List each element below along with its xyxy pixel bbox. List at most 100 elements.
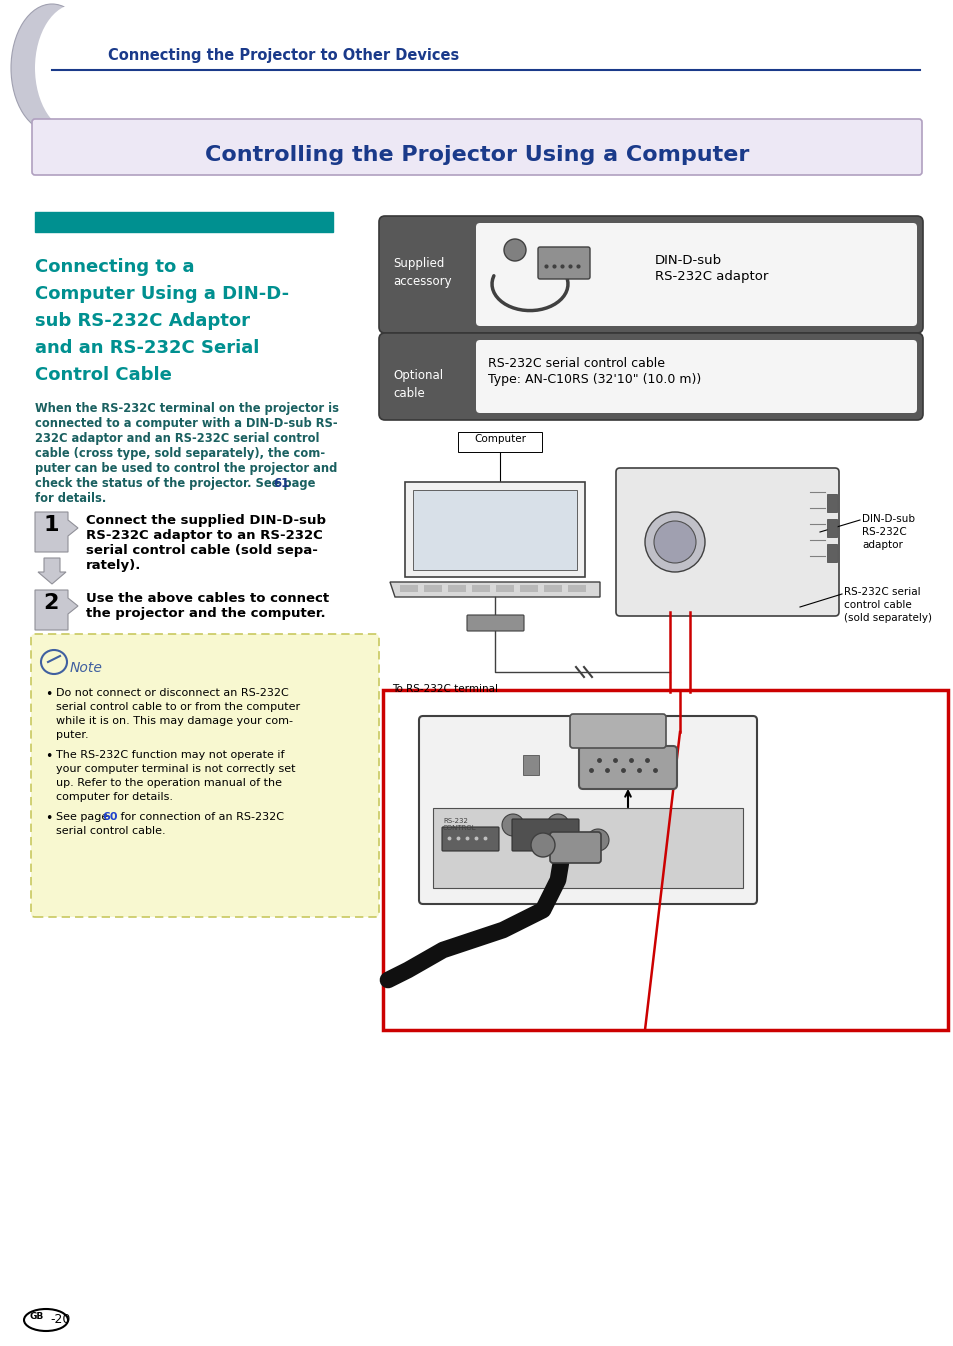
- FancyBboxPatch shape: [476, 223, 916, 326]
- Text: RS-232
CONTROL: RS-232 CONTROL: [442, 818, 476, 830]
- Text: serial control cable to or from the computer: serial control cable to or from the comp…: [56, 703, 300, 712]
- FancyBboxPatch shape: [616, 468, 838, 616]
- Text: GB: GB: [30, 1312, 44, 1320]
- Text: Connecting to a: Connecting to a: [35, 258, 194, 276]
- Bar: [448, 586, 465, 592]
- Bar: [472, 586, 490, 592]
- Ellipse shape: [11, 4, 92, 132]
- FancyBboxPatch shape: [569, 713, 665, 748]
- Bar: [543, 586, 561, 592]
- Bar: [567, 586, 585, 592]
- Text: Computer: Computer: [474, 433, 525, 444]
- Bar: [826, 544, 836, 563]
- Bar: [496, 586, 514, 592]
- Text: Optional
cable: Optional cable: [393, 369, 442, 400]
- Text: RS-232C serial control cable: RS-232C serial control cable: [488, 357, 664, 370]
- FancyBboxPatch shape: [378, 332, 923, 420]
- Ellipse shape: [586, 829, 608, 851]
- FancyBboxPatch shape: [457, 432, 541, 452]
- Ellipse shape: [644, 511, 704, 572]
- Text: 1: 1: [43, 516, 59, 534]
- Ellipse shape: [531, 833, 555, 857]
- Polygon shape: [35, 590, 78, 630]
- Bar: [433, 808, 742, 888]
- Text: 60: 60: [102, 812, 117, 822]
- Bar: [543, 586, 561, 592]
- Text: Do not connect or disconnect an RS-232C: Do not connect or disconnect an RS-232C: [56, 688, 289, 699]
- Text: while it is on. This may damage your com-: while it is on. This may damage your com…: [56, 716, 293, 725]
- FancyBboxPatch shape: [32, 118, 921, 175]
- Text: •: •: [45, 750, 52, 763]
- Text: 2: 2: [43, 594, 59, 612]
- Ellipse shape: [546, 814, 568, 836]
- Text: Control Cable: Control Cable: [35, 366, 172, 384]
- FancyBboxPatch shape: [30, 634, 378, 917]
- Text: serial control cable (sold sepa-: serial control cable (sold sepa-: [86, 544, 317, 557]
- Bar: [826, 520, 836, 537]
- FancyBboxPatch shape: [578, 746, 677, 789]
- Bar: [826, 494, 836, 511]
- Text: serial control cable.: serial control cable.: [56, 826, 166, 836]
- Text: Connect the supplied DIN-D-sub: Connect the supplied DIN-D-sub: [86, 514, 326, 528]
- FancyBboxPatch shape: [467, 615, 523, 631]
- Text: check the status of the projector. See page: check the status of the projector. See p…: [35, 476, 319, 490]
- Bar: [567, 586, 585, 592]
- FancyBboxPatch shape: [537, 248, 589, 279]
- Text: •: •: [45, 812, 52, 825]
- Ellipse shape: [501, 814, 523, 836]
- Text: the projector and the computer.: the projector and the computer.: [86, 607, 325, 621]
- Text: RS-232C serial
control cable
(sold separately): RS-232C serial control cable (sold separ…: [843, 587, 931, 623]
- Text: 232C adaptor and an RS-232C serial control: 232C adaptor and an RS-232C serial contr…: [35, 432, 319, 446]
- Text: See page: See page: [56, 812, 112, 822]
- Text: 61: 61: [273, 476, 289, 490]
- FancyBboxPatch shape: [418, 716, 757, 905]
- Bar: [519, 586, 537, 592]
- Bar: [423, 586, 441, 592]
- Bar: [423, 586, 441, 592]
- Text: To RS-232C terminal: To RS-232C terminal: [392, 684, 497, 695]
- Bar: [399, 586, 417, 592]
- Text: RS-232C adaptor to an RS-232C: RS-232C adaptor to an RS-232C: [86, 529, 322, 542]
- Text: •: •: [45, 688, 52, 701]
- Text: DIN-D-sub
RS-232C
adaptor: DIN-D-sub RS-232C adaptor: [862, 514, 914, 551]
- Polygon shape: [405, 482, 584, 577]
- Polygon shape: [413, 490, 577, 569]
- Text: sub RS-232C Adaptor: sub RS-232C Adaptor: [35, 312, 250, 330]
- Bar: [35, 213, 333, 232]
- Text: The RS-232C function may not operate if: The RS-232C function may not operate if: [56, 750, 284, 760]
- Ellipse shape: [35, 4, 117, 132]
- FancyBboxPatch shape: [441, 826, 498, 851]
- Text: puter.: puter.: [56, 730, 89, 740]
- Text: Note: Note: [70, 661, 103, 674]
- Bar: [519, 586, 537, 592]
- Ellipse shape: [503, 240, 525, 261]
- Text: your computer terminal is not correctly set: your computer terminal is not correctly …: [56, 765, 295, 774]
- Text: for connection of an RS-232C: for connection of an RS-232C: [117, 812, 284, 822]
- Text: for details.: for details.: [35, 493, 106, 505]
- Bar: [496, 586, 514, 592]
- Text: Supplied
accessory: Supplied accessory: [393, 257, 451, 288]
- Bar: [448, 586, 465, 592]
- Ellipse shape: [24, 1310, 68, 1331]
- Polygon shape: [390, 581, 599, 598]
- Text: Use the above cables to connect: Use the above cables to connect: [86, 592, 329, 604]
- Text: -20: -20: [50, 1312, 71, 1326]
- Polygon shape: [35, 511, 78, 552]
- Text: DIN-D-sub: DIN-D-sub: [655, 254, 721, 267]
- Bar: [472, 586, 490, 592]
- Text: rately).: rately).: [86, 559, 141, 572]
- Bar: [399, 586, 417, 592]
- Bar: [399, 586, 417, 592]
- Text: RS-232C adaptor: RS-232C adaptor: [655, 271, 767, 283]
- Text: cable (cross type, sold separately), the com-: cable (cross type, sold separately), the…: [35, 447, 325, 460]
- Text: Controlling the Projector Using a Computer: Controlling the Projector Using a Comput…: [205, 145, 748, 166]
- Bar: [522, 755, 538, 775]
- Text: Type: AN-C10RS (32'10" (10.0 m)): Type: AN-C10RS (32'10" (10.0 m)): [488, 373, 700, 386]
- FancyBboxPatch shape: [476, 341, 916, 413]
- Bar: [567, 586, 585, 592]
- Bar: [519, 586, 537, 592]
- Ellipse shape: [654, 521, 696, 563]
- Bar: [543, 586, 561, 592]
- FancyBboxPatch shape: [512, 818, 578, 851]
- FancyBboxPatch shape: [550, 832, 600, 863]
